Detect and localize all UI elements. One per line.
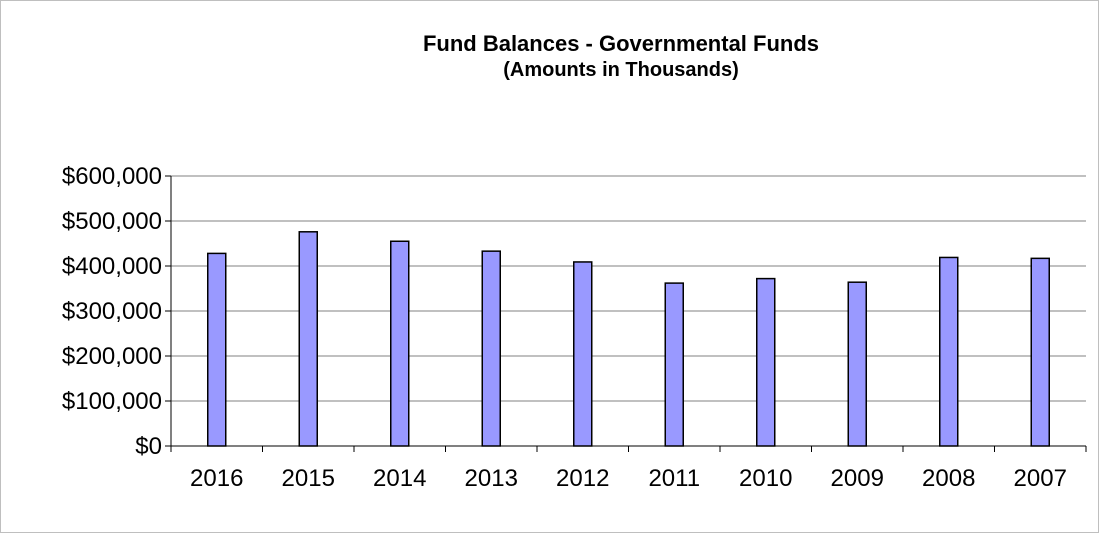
bar-2011 [664,282,684,447]
bar-2010 [756,277,776,447]
x-tick-label: 2012 [556,465,609,492]
y-tick-label: $400,000 [62,253,162,280]
bar-2016 [207,252,227,447]
y-tick-labels: $0 $100,000 $200,000 $300,000 $400,000 $500,0… [62,163,162,460]
bar-2009 [847,281,867,447]
x-tick-label: 2008 [922,465,975,492]
y-tick-label: $300,000 [62,298,162,325]
bar-2007 [1030,257,1050,447]
bar-2008 [939,256,959,447]
x-tick-label: 2011 [648,465,700,492]
x-tick-label: 2015 [282,465,335,492]
bar-2012 [573,261,593,447]
bar-2013 [481,250,501,447]
bar-2015 [298,231,318,447]
x-tick-label: 2013 [465,465,518,492]
x-tick-label: 2007 [1014,465,1067,492]
chart-title-block: Fund Balances - Governmental Funds (Amou… [171,31,1071,83]
x-tick-label: 2009 [831,465,884,492]
y-tick-label: $600,000 [62,163,162,190]
axes [165,175,1087,452]
chart-subtitle: (Amounts in Thousands) [503,59,739,81]
y-tick-label: $500,000 [62,208,162,235]
y-tick-label: $100,000 [62,388,162,415]
bar-2014 [390,240,410,447]
grid-lines [171,175,1086,402]
x-tick-label: 2014 [373,465,426,492]
bars [207,231,1050,447]
x-tick-label: 2016 [190,465,243,492]
x-tick-labels: 2016 2015 2014 2013 2012 2011 2010 2009 2008 2007 [190,465,1067,492]
x-tick-label: 2010 [739,465,792,492]
y-tick-label: $200,000 [62,343,162,370]
chart-title: Fund Balances - Governmental Funds [422,31,820,56]
y-tick-label: $0 [135,433,162,460]
